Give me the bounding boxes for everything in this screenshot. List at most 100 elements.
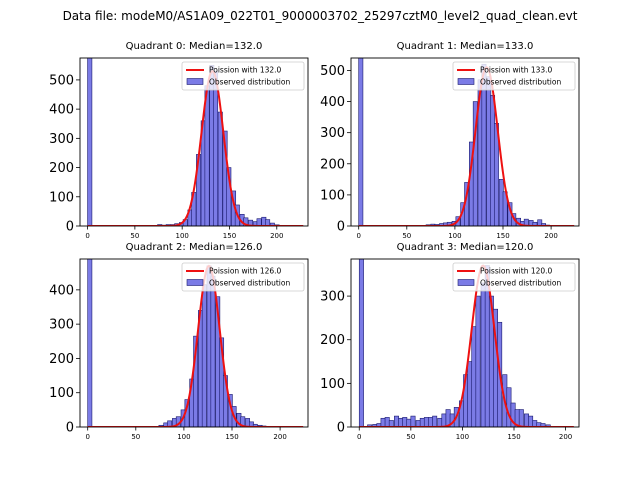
x-tick-label: 0	[356, 232, 360, 240]
x-tick-label: 150	[225, 433, 238, 441]
y-tick-label: 0	[337, 421, 345, 436]
histogram-bar	[384, 417, 390, 427]
legend-label-fit: Poission with 132.0	[209, 66, 282, 75]
y-tick-label: 300	[49, 318, 74, 333]
histogram-bar	[471, 326, 477, 427]
legend-box	[452, 61, 576, 91]
y-tick-label: 100	[49, 386, 74, 401]
y-tick-label: 0	[66, 220, 74, 235]
legend-box	[181, 61, 305, 91]
x-tick-label: 100	[177, 433, 190, 441]
poisson-fit-line	[358, 66, 575, 226]
y-tick-label: 100	[320, 188, 345, 203]
quadrant-panel-3: Quadrant 3: Median=120.0 0 100 200 300 0 50 100…	[320, 242, 580, 441]
x-tick-label: 0	[85, 232, 89, 240]
quadrant-panel-0: Quadrant 0: Median=132.00100200300400500…	[49, 41, 309, 240]
histogram-bar	[475, 295, 481, 427]
legend-bar-swatch	[457, 78, 475, 85]
histogram-bar	[432, 415, 438, 427]
histogram-bar	[428, 417, 434, 427]
panel-title: Quadrant 1: Median=133.0	[397, 41, 534, 52]
histogram-bar	[540, 423, 546, 427]
histogram-bar	[167, 420, 173, 427]
histogram-bar	[506, 387, 512, 427]
histogram-bar	[240, 416, 246, 427]
x-tick-label: 50	[130, 232, 139, 240]
histogram-bar	[213, 70, 219, 226]
legend-bar-swatch	[186, 78, 204, 85]
x-tick-label: 200	[273, 433, 286, 441]
histogram-bar	[243, 217, 249, 226]
y-tick-label: 0	[66, 421, 74, 436]
histogram-bar	[410, 415, 416, 427]
y-tick-label: 0	[337, 220, 345, 235]
x-tick-label: 200	[559, 433, 572, 441]
legend-box	[452, 262, 576, 292]
x-tick-label: 150	[496, 232, 509, 240]
y-tick-label: 200	[320, 157, 345, 172]
legend: Poission with 133.0 Observed distribution	[452, 61, 576, 91]
histogram-bar	[472, 101, 478, 226]
x-tick-label: 200	[544, 232, 557, 240]
axes-frame	[79, 57, 309, 227]
poisson-fit-line	[87, 264, 304, 427]
histogram-bar	[423, 417, 429, 427]
legend-label-observed: Observed distribution	[209, 78, 290, 87]
legend: Poission with 126.0 Observed distribution	[181, 262, 305, 292]
histogram-bar	[87, 58, 93, 226]
histogram-bar	[226, 167, 232, 226]
x-tick-label: 50	[402, 232, 411, 240]
legend-label-observed: Observed distribution	[480, 78, 561, 87]
histogram-bar	[217, 111, 223, 226]
x-tick-label: 0	[85, 433, 89, 441]
histogram-bars	[87, 58, 280, 226]
histogram-bar	[265, 219, 271, 226]
histogram-bar	[398, 417, 404, 427]
histogram-bar	[528, 415, 534, 427]
legend-label-observed: Observed distribution	[480, 279, 561, 288]
quadrant-panel-2: Quadrant 2: Median=126.0 0 100 200 300 400 0 50…	[49, 242, 309, 441]
legend-label-observed: Observed distribution	[209, 279, 290, 288]
x-tick-label: 100	[456, 433, 469, 441]
legend-label-fit: Poission with 133.0	[480, 66, 553, 75]
y-tick-label: 300	[49, 132, 74, 147]
legend: Poission with 132.0 Observed distribution	[181, 61, 305, 91]
histogram-bar	[406, 418, 412, 427]
histogram-bar	[518, 409, 524, 427]
x-tick-label: 100	[175, 232, 188, 240]
legend-label-fit: Poission with 126.0	[209, 267, 282, 276]
panel-title: Quadrant 2: Median=126.0	[126, 242, 263, 253]
x-tick-label: 50	[406, 433, 415, 441]
histogram-bar	[380, 417, 386, 427]
histogram-bar	[419, 417, 425, 427]
legend: Poission with 120.0 Observed distribution	[452, 262, 576, 292]
legend-label-fit: Poission with 120.0	[480, 267, 553, 276]
legend-box	[181, 262, 305, 292]
x-tick-label: 150	[507, 433, 520, 441]
panel-title: Quadrant 0: Median=132.0	[126, 41, 263, 52]
histogram-bar	[437, 417, 443, 427]
histogram-bar	[210, 275, 216, 427]
figure-suptitle: Data file: modeM0/AS1A09_022T01_90000037…	[63, 9, 578, 23]
x-tick-label: 150	[223, 232, 236, 240]
histogram-bar	[87, 259, 93, 427]
x-tick-label: 0	[357, 433, 361, 441]
x-tick-label: 100	[448, 232, 461, 240]
y-tick-label: 300	[320, 126, 345, 141]
legend-bar-swatch	[457, 279, 475, 286]
axes-frame	[350, 57, 580, 227]
y-tick-label: 200	[49, 161, 74, 176]
y-tick-label: 500	[49, 73, 74, 88]
legend-bar-swatch	[186, 279, 204, 286]
x-tick-label: 50	[131, 433, 140, 441]
quadrant-panel-1: Quadrant 1: Median=133.00100200300400500…	[320, 41, 580, 240]
histogram-bar	[269, 222, 275, 226]
histogram-bar	[480, 282, 486, 427]
y-tick-label: 400	[49, 103, 74, 118]
histogram-bar	[358, 259, 364, 427]
histogram-bar	[524, 413, 529, 427]
poisson-fit-line	[359, 264, 574, 427]
histogram-bar	[358, 58, 364, 226]
axes-frame	[350, 258, 580, 428]
